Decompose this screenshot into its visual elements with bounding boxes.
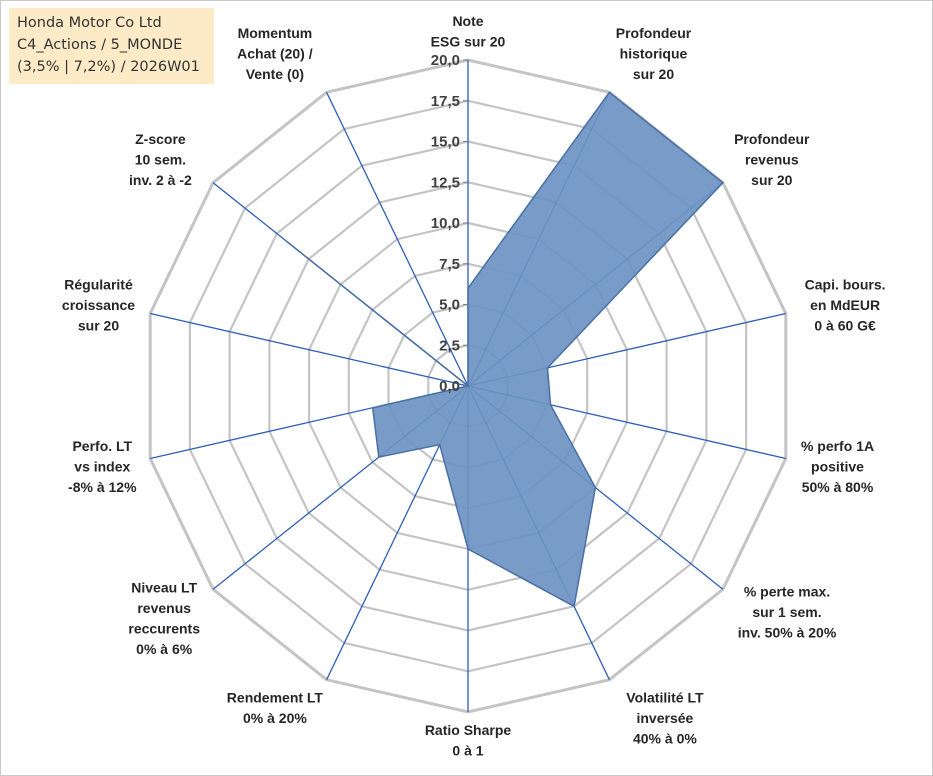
axis-label: Perfo. LT vs index -8% à 12% xyxy=(68,438,137,495)
axis-label-line: 0% à 20% xyxy=(243,710,307,726)
axis-label-line: inv. 50% à 20% xyxy=(738,624,837,640)
axis-label-line: historique xyxy=(620,45,688,61)
axis-label-line: 0% à 6% xyxy=(136,641,193,657)
tick-label: 5,0 xyxy=(439,297,460,314)
series-area xyxy=(286,91,725,608)
axis-label-line: 40% à 0% xyxy=(633,731,697,747)
axis-label-line: Rendement LT xyxy=(227,690,324,706)
axis-label-line: Perfo. LT xyxy=(72,438,132,454)
axis-label-line: Volatilité LT xyxy=(626,690,704,706)
tick-label: 2,5 xyxy=(439,337,460,354)
axis-label: % perte max. sur 1 sem. inv. 50% à 20% xyxy=(738,583,837,640)
axis-label: Profondeur revenus sur 20 xyxy=(734,131,810,188)
tick-label: 7,5 xyxy=(439,256,460,273)
axis-label: Ratio Sharpe 0 à 1 xyxy=(425,722,512,759)
axis-label: Rendement LT 0% à 20% xyxy=(227,690,324,727)
axis-label-line: sur 1 sem. xyxy=(752,604,821,620)
tick-label: 15,0 xyxy=(431,134,460,151)
axis-spoke xyxy=(326,92,469,387)
axis-label: Z-score 10 sem. inv. 2 à -2 xyxy=(129,131,192,188)
axis-label-line: -8% à 12% xyxy=(68,479,137,495)
axis-label-line: 10 sem. xyxy=(135,152,186,168)
portfolio-path: C4_Actions / 5_MONDE xyxy=(17,37,183,53)
axis-label-line: Capi. bours. xyxy=(805,277,886,293)
tick-label: 0,0 xyxy=(439,378,460,395)
tick-label: 20,0 xyxy=(431,52,460,69)
axis-label: Momentum Achat (20) / Vente (0) xyxy=(237,25,313,82)
tick-layer: 0,0 2,5 5,0 7,5 10,0 12,5 15,0 17,5 20,0 xyxy=(431,52,468,395)
axis-label-line: sur 20 xyxy=(633,66,674,82)
axis-label-line: Ratio Sharpe xyxy=(425,722,512,738)
axis-label-line: ESG sur 20 xyxy=(431,34,506,50)
axis-label: Profondeur historique sur 20 xyxy=(616,25,692,82)
axis-label-line: Note xyxy=(452,13,483,29)
axis-label: % perfo 1A positive 50% à 80% xyxy=(801,438,874,495)
axis-label-line: sur 20 xyxy=(78,318,119,334)
info-box: Honda Motor Co Ltd C4_Actions / 5_MONDE … xyxy=(9,8,214,84)
tick-label: 12,5 xyxy=(431,174,460,191)
axis-label-line: Achat (20) / xyxy=(237,45,313,61)
axis-label-line: vs index xyxy=(74,459,130,475)
axis-label-line: inversée xyxy=(636,710,693,726)
axis-label-line: Profondeur xyxy=(616,25,692,41)
axis-label-line: revenus xyxy=(137,600,191,616)
axis-label-line: 50% à 80% xyxy=(802,479,874,495)
tick-label: 10,0 xyxy=(431,215,460,232)
axis-label-line: Vente (0) xyxy=(246,66,304,82)
axis-label-line: positive xyxy=(811,459,864,475)
axis-label-line: Niveau LT xyxy=(131,580,197,596)
company-name: Honda Motor Co Ltd xyxy=(17,15,162,31)
series-layer xyxy=(286,91,725,608)
axis-spoke xyxy=(150,312,469,387)
axis-label-line: en MdEUR xyxy=(810,297,880,313)
axis-label: Niveau LT revenus reccurents 0% à 6% xyxy=(128,580,200,658)
axis-label-line: % perfo 1A xyxy=(801,438,874,454)
tick-label: 17,5 xyxy=(431,93,460,110)
axis-label: Note ESG sur 20 xyxy=(431,13,506,50)
axis-label-line: 0 à 60 G€ xyxy=(814,318,876,334)
axis-label: Capi. bours. en MdEUR 0 à 60 G€ xyxy=(805,277,886,334)
axis-label-line: Régularité xyxy=(64,277,133,293)
axis-label-line: croissance xyxy=(62,297,135,313)
axis-label-line: revenus xyxy=(745,152,799,168)
axis-label-line: % perte max. xyxy=(744,583,830,599)
axis-label-line: inv. 2 à -2 xyxy=(129,172,192,188)
period-info: (3,5% | 7,2%) / 2026W01 xyxy=(17,59,200,75)
axis-label-line: sur 20 xyxy=(751,172,792,188)
axis-label-line: Profondeur xyxy=(734,131,810,147)
axis-label: Volatilité LT inversée 40% à 0% xyxy=(626,690,704,747)
axis-label-line: 0 à 1 xyxy=(452,743,483,759)
axis-label-line: reccurents xyxy=(128,621,200,637)
label-layer: Note ESG sur 20 Profondeur historique sur 20… xyxy=(62,13,886,759)
axis-label: Régularité croissance sur 20 xyxy=(62,277,135,334)
axis-label-line: Z-score xyxy=(135,131,186,147)
axis-label-line: Momentum xyxy=(238,25,313,41)
